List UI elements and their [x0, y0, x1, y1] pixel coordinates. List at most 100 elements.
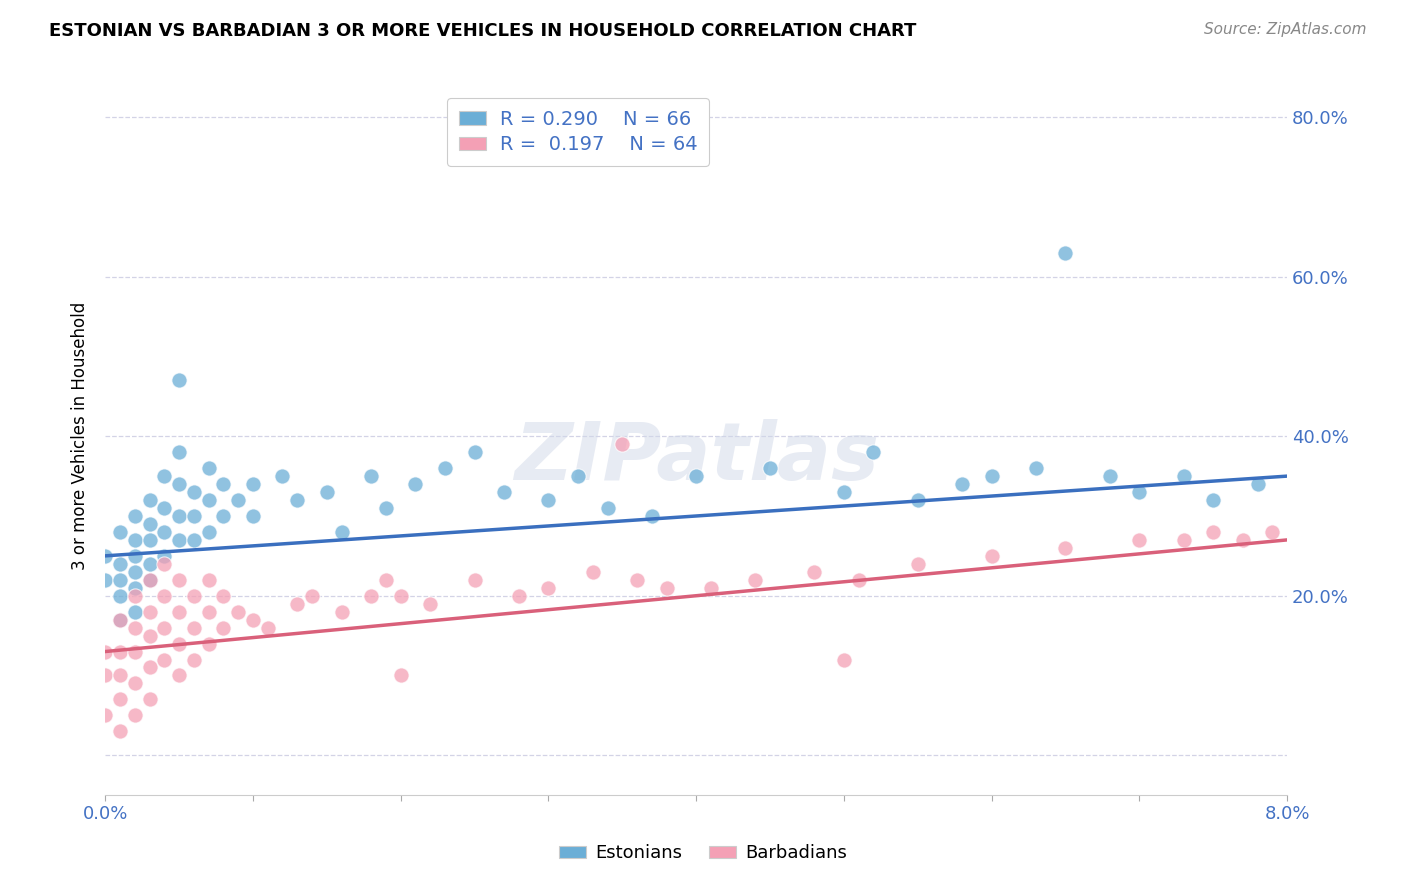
- Point: [374, 501, 396, 516]
- Point: [167, 373, 190, 387]
- Point: [153, 621, 176, 635]
- Point: [138, 692, 160, 706]
- Point: [1261, 524, 1284, 539]
- Point: [464, 573, 486, 587]
- Point: [1128, 485, 1150, 500]
- Point: [108, 724, 131, 739]
- Point: [1128, 533, 1150, 547]
- Point: [612, 437, 634, 451]
- Point: [138, 660, 160, 674]
- Point: [494, 485, 516, 500]
- Point: [153, 652, 176, 666]
- Point: [108, 692, 131, 706]
- Point: [167, 605, 190, 619]
- Point: [183, 533, 205, 547]
- Point: [153, 524, 176, 539]
- Point: [700, 581, 723, 595]
- Point: [167, 477, 190, 491]
- Point: [183, 621, 205, 635]
- Point: [1232, 533, 1254, 547]
- Text: Source: ZipAtlas.com: Source: ZipAtlas.com: [1204, 22, 1367, 37]
- Point: [167, 636, 190, 650]
- Point: [153, 549, 176, 563]
- Point: [94, 708, 117, 723]
- Point: [124, 621, 146, 635]
- Point: [124, 508, 146, 523]
- Point: [167, 533, 190, 547]
- Point: [183, 652, 205, 666]
- Point: [596, 501, 619, 516]
- Point: [285, 493, 308, 508]
- Point: [138, 557, 160, 571]
- Point: [271, 469, 294, 483]
- Point: [183, 508, 205, 523]
- Point: [138, 533, 160, 547]
- Point: [108, 644, 131, 658]
- Point: [138, 516, 160, 531]
- Point: [124, 565, 146, 579]
- Point: [153, 469, 176, 483]
- Point: [124, 644, 146, 658]
- Point: [212, 589, 235, 603]
- Point: [404, 477, 426, 491]
- Point: [197, 573, 219, 587]
- Point: [1202, 493, 1225, 508]
- Point: [153, 501, 176, 516]
- Point: [138, 493, 160, 508]
- Point: [124, 581, 146, 595]
- Point: [537, 493, 560, 508]
- Point: [330, 524, 353, 539]
- Point: [153, 557, 176, 571]
- Point: [138, 605, 160, 619]
- Point: [389, 589, 412, 603]
- Point: [803, 565, 825, 579]
- Point: [980, 469, 1002, 483]
- Point: [167, 445, 190, 459]
- Point: [108, 589, 131, 603]
- Point: [138, 573, 160, 587]
- Point: [848, 573, 870, 587]
- Point: [1025, 461, 1047, 475]
- Point: [464, 445, 486, 459]
- Point: [167, 573, 190, 587]
- Point: [212, 508, 235, 523]
- Point: [153, 589, 176, 603]
- Point: [94, 549, 117, 563]
- Point: [256, 621, 278, 635]
- Point: [94, 573, 117, 587]
- Point: [94, 644, 117, 658]
- Point: [1054, 245, 1077, 260]
- Point: [197, 524, 219, 539]
- Point: [1098, 469, 1121, 483]
- Point: [537, 581, 560, 595]
- Point: [183, 589, 205, 603]
- Point: [641, 508, 664, 523]
- Point: [907, 493, 929, 508]
- Point: [759, 461, 782, 475]
- Point: [419, 597, 441, 611]
- Point: [980, 549, 1002, 563]
- Point: [138, 573, 160, 587]
- Point: [242, 477, 264, 491]
- Point: [360, 469, 382, 483]
- Point: [434, 461, 457, 475]
- Point: [108, 524, 131, 539]
- Point: [832, 652, 855, 666]
- Legend: R = 0.290    N = 66, R =  0.197    N = 64: R = 0.290 N = 66, R = 0.197 N = 64: [447, 98, 709, 166]
- Point: [330, 605, 353, 619]
- Point: [197, 493, 219, 508]
- Point: [315, 485, 337, 500]
- Point: [212, 477, 235, 491]
- Point: [832, 485, 855, 500]
- Point: [124, 549, 146, 563]
- Point: [242, 613, 264, 627]
- Point: [1246, 477, 1268, 491]
- Point: [167, 668, 190, 682]
- Point: [94, 668, 117, 682]
- Text: ESTONIAN VS BARBADIAN 3 OR MORE VEHICLES IN HOUSEHOLD CORRELATION CHART: ESTONIAN VS BARBADIAN 3 OR MORE VEHICLES…: [49, 22, 917, 40]
- Legend: Estonians, Barbadians: Estonians, Barbadians: [551, 838, 855, 870]
- Point: [301, 589, 323, 603]
- Point: [374, 573, 396, 587]
- Y-axis label: 3 or more Vehicles in Household: 3 or more Vehicles in Household: [72, 302, 89, 570]
- Point: [1202, 524, 1225, 539]
